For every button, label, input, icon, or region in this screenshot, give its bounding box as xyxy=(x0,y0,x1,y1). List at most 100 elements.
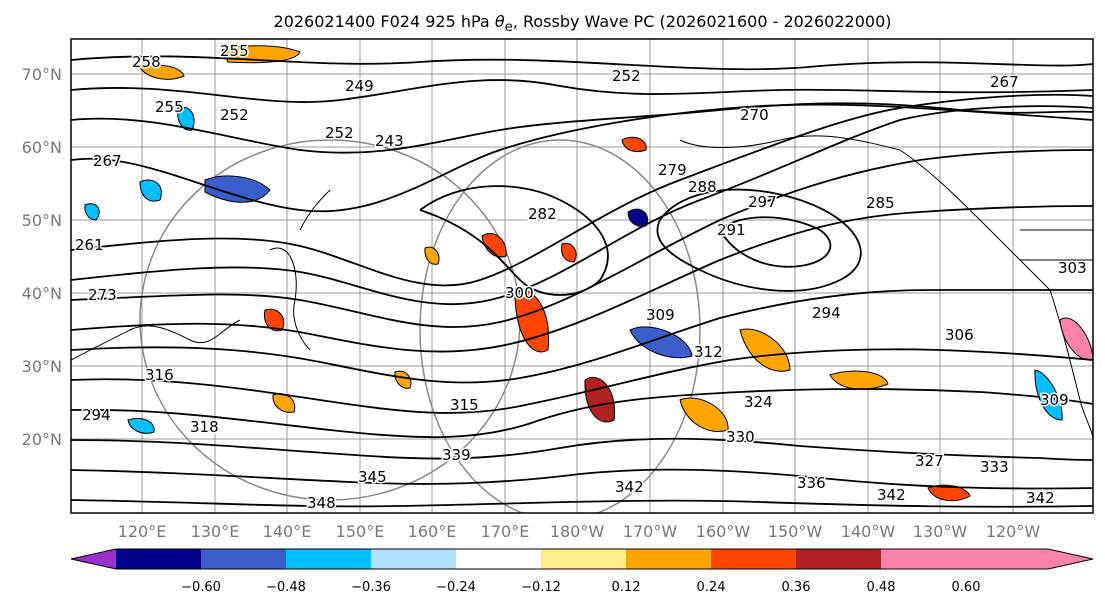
contour-label: 285 xyxy=(866,194,895,212)
contour-label: 288 xyxy=(688,178,717,196)
contour-label: 282 xyxy=(528,205,557,223)
colorbar-tick: −0.24 xyxy=(436,580,476,595)
longitude-labels: 120°E 130°E 140°E 150°E 160°E 170°E 180°… xyxy=(118,522,1041,541)
contour-label: 252 xyxy=(325,124,354,142)
colorbar-extend-low xyxy=(71,549,116,569)
contour-label: 339 xyxy=(442,446,471,464)
theta-subscript: e xyxy=(504,20,513,36)
lon-label: 130°E xyxy=(191,522,240,541)
colorbar-swatch xyxy=(286,549,371,569)
theta-symbol: θ xyxy=(494,12,505,31)
patch xyxy=(584,377,616,423)
contour-label: 294 xyxy=(82,406,111,424)
patch xyxy=(127,418,155,434)
contour-label: 316 xyxy=(145,366,174,384)
contour-labels: 258 255 249 252 255 252 267 261 243 252 … xyxy=(74,41,1089,514)
lon-label: 140°E xyxy=(263,522,312,541)
lat-label: 70°N xyxy=(22,65,62,84)
coastlines xyxy=(71,135,1093,441)
title-suffix: , Rossby Wave PC (2026021600 - 202602200… xyxy=(512,12,892,31)
theta-e-contours xyxy=(71,55,1093,508)
colorbar-swatch xyxy=(116,549,201,569)
plot-title: 2026021400 F024 925 hPa θe, Rossby Wave … xyxy=(70,12,1095,35)
contour-label: 318 xyxy=(190,418,219,436)
colorbar-swatch xyxy=(711,549,796,569)
patch xyxy=(561,242,577,263)
contour-label: 267 xyxy=(990,73,1019,91)
map-border xyxy=(70,38,1094,514)
contour-label: 345 xyxy=(358,468,387,486)
contour-label: 243 xyxy=(375,132,404,150)
colorbar-tick: 0.60 xyxy=(952,580,981,595)
colorbar-swatch xyxy=(796,549,881,569)
colorbar-swatch xyxy=(201,549,286,569)
contour-label: 249 xyxy=(345,77,374,95)
colorbar-tick: −0.60 xyxy=(181,580,221,595)
contour-label: 330 xyxy=(726,428,755,446)
patch xyxy=(621,136,647,153)
patch xyxy=(204,175,271,203)
lon-label: 120°W xyxy=(986,522,1041,541)
contour-label: 279 xyxy=(658,161,687,179)
map-content xyxy=(71,39,1093,513)
lat-label: 30°N xyxy=(22,357,62,376)
contour-label: 261 xyxy=(75,236,104,254)
lon-label: 170°E xyxy=(481,522,530,541)
contour-label: 336 xyxy=(797,474,826,492)
contour-label: 267 xyxy=(93,152,122,170)
contour-label: 333 xyxy=(980,458,1009,476)
lat-label: 50°N xyxy=(22,211,62,230)
patch xyxy=(424,246,440,265)
patch xyxy=(139,179,162,202)
colorbar: −0.60 −0.48 −0.36 −0.24 −0.12 0.12 0.24 … xyxy=(70,548,1094,595)
patch xyxy=(627,208,648,227)
contour-label: 327 xyxy=(915,452,944,470)
contour-label: 342 xyxy=(877,486,906,504)
patch xyxy=(84,203,100,221)
colorbar-tick: 0.12 xyxy=(612,580,641,595)
patch xyxy=(679,397,729,432)
colorbar-swatch xyxy=(626,549,711,569)
contour-label: 252 xyxy=(220,106,249,124)
lon-label: 120°E xyxy=(118,522,167,541)
contour-label: 258 xyxy=(132,53,161,71)
colorbar-tick: 0.36 xyxy=(782,580,811,595)
contour-label: 300 xyxy=(505,284,534,302)
patch xyxy=(177,106,195,131)
title-prefix: 2026021400 F024 925 hPa xyxy=(273,12,495,31)
lon-label: 170°W xyxy=(623,522,678,541)
patch xyxy=(629,326,693,359)
contour-label: 324 xyxy=(744,393,773,411)
lon-label: 160°W xyxy=(696,522,751,541)
contour-label: 270 xyxy=(740,106,769,124)
patch xyxy=(739,328,791,372)
contour-label: 342 xyxy=(1026,489,1055,507)
lon-label: 130°W xyxy=(913,522,968,541)
lon-label: 160°E xyxy=(408,522,457,541)
contour-label: 303 xyxy=(1058,259,1087,277)
colorbar-tick: −0.12 xyxy=(521,580,561,595)
contour-label: 291 xyxy=(717,221,746,239)
contour-label: 348 xyxy=(307,494,336,512)
contour-label: 309 xyxy=(1040,391,1069,409)
map-background xyxy=(71,39,1093,513)
patch xyxy=(394,370,412,389)
contour-label: 255 xyxy=(155,98,184,116)
contour-label: 306 xyxy=(945,326,974,344)
anomaly-shading xyxy=(84,45,1093,502)
colorbar-tick: −0.36 xyxy=(351,580,391,595)
colorbar-swatch xyxy=(541,549,626,569)
patch xyxy=(1034,369,1063,421)
colorbar-tick: 0.24 xyxy=(697,580,726,595)
lat-label: 20°N xyxy=(22,430,62,449)
contour-label: 297 xyxy=(748,193,777,211)
graticule xyxy=(71,39,1093,513)
lon-label: 150°W xyxy=(768,522,823,541)
colorbar-outline xyxy=(70,548,1094,570)
contour-label: 342 xyxy=(615,478,644,496)
contour-label: 255 xyxy=(220,42,249,60)
patch xyxy=(139,64,185,80)
latitude-labels: 70°N 60°N 50°N 40°N 30°N 20°N xyxy=(22,65,62,449)
